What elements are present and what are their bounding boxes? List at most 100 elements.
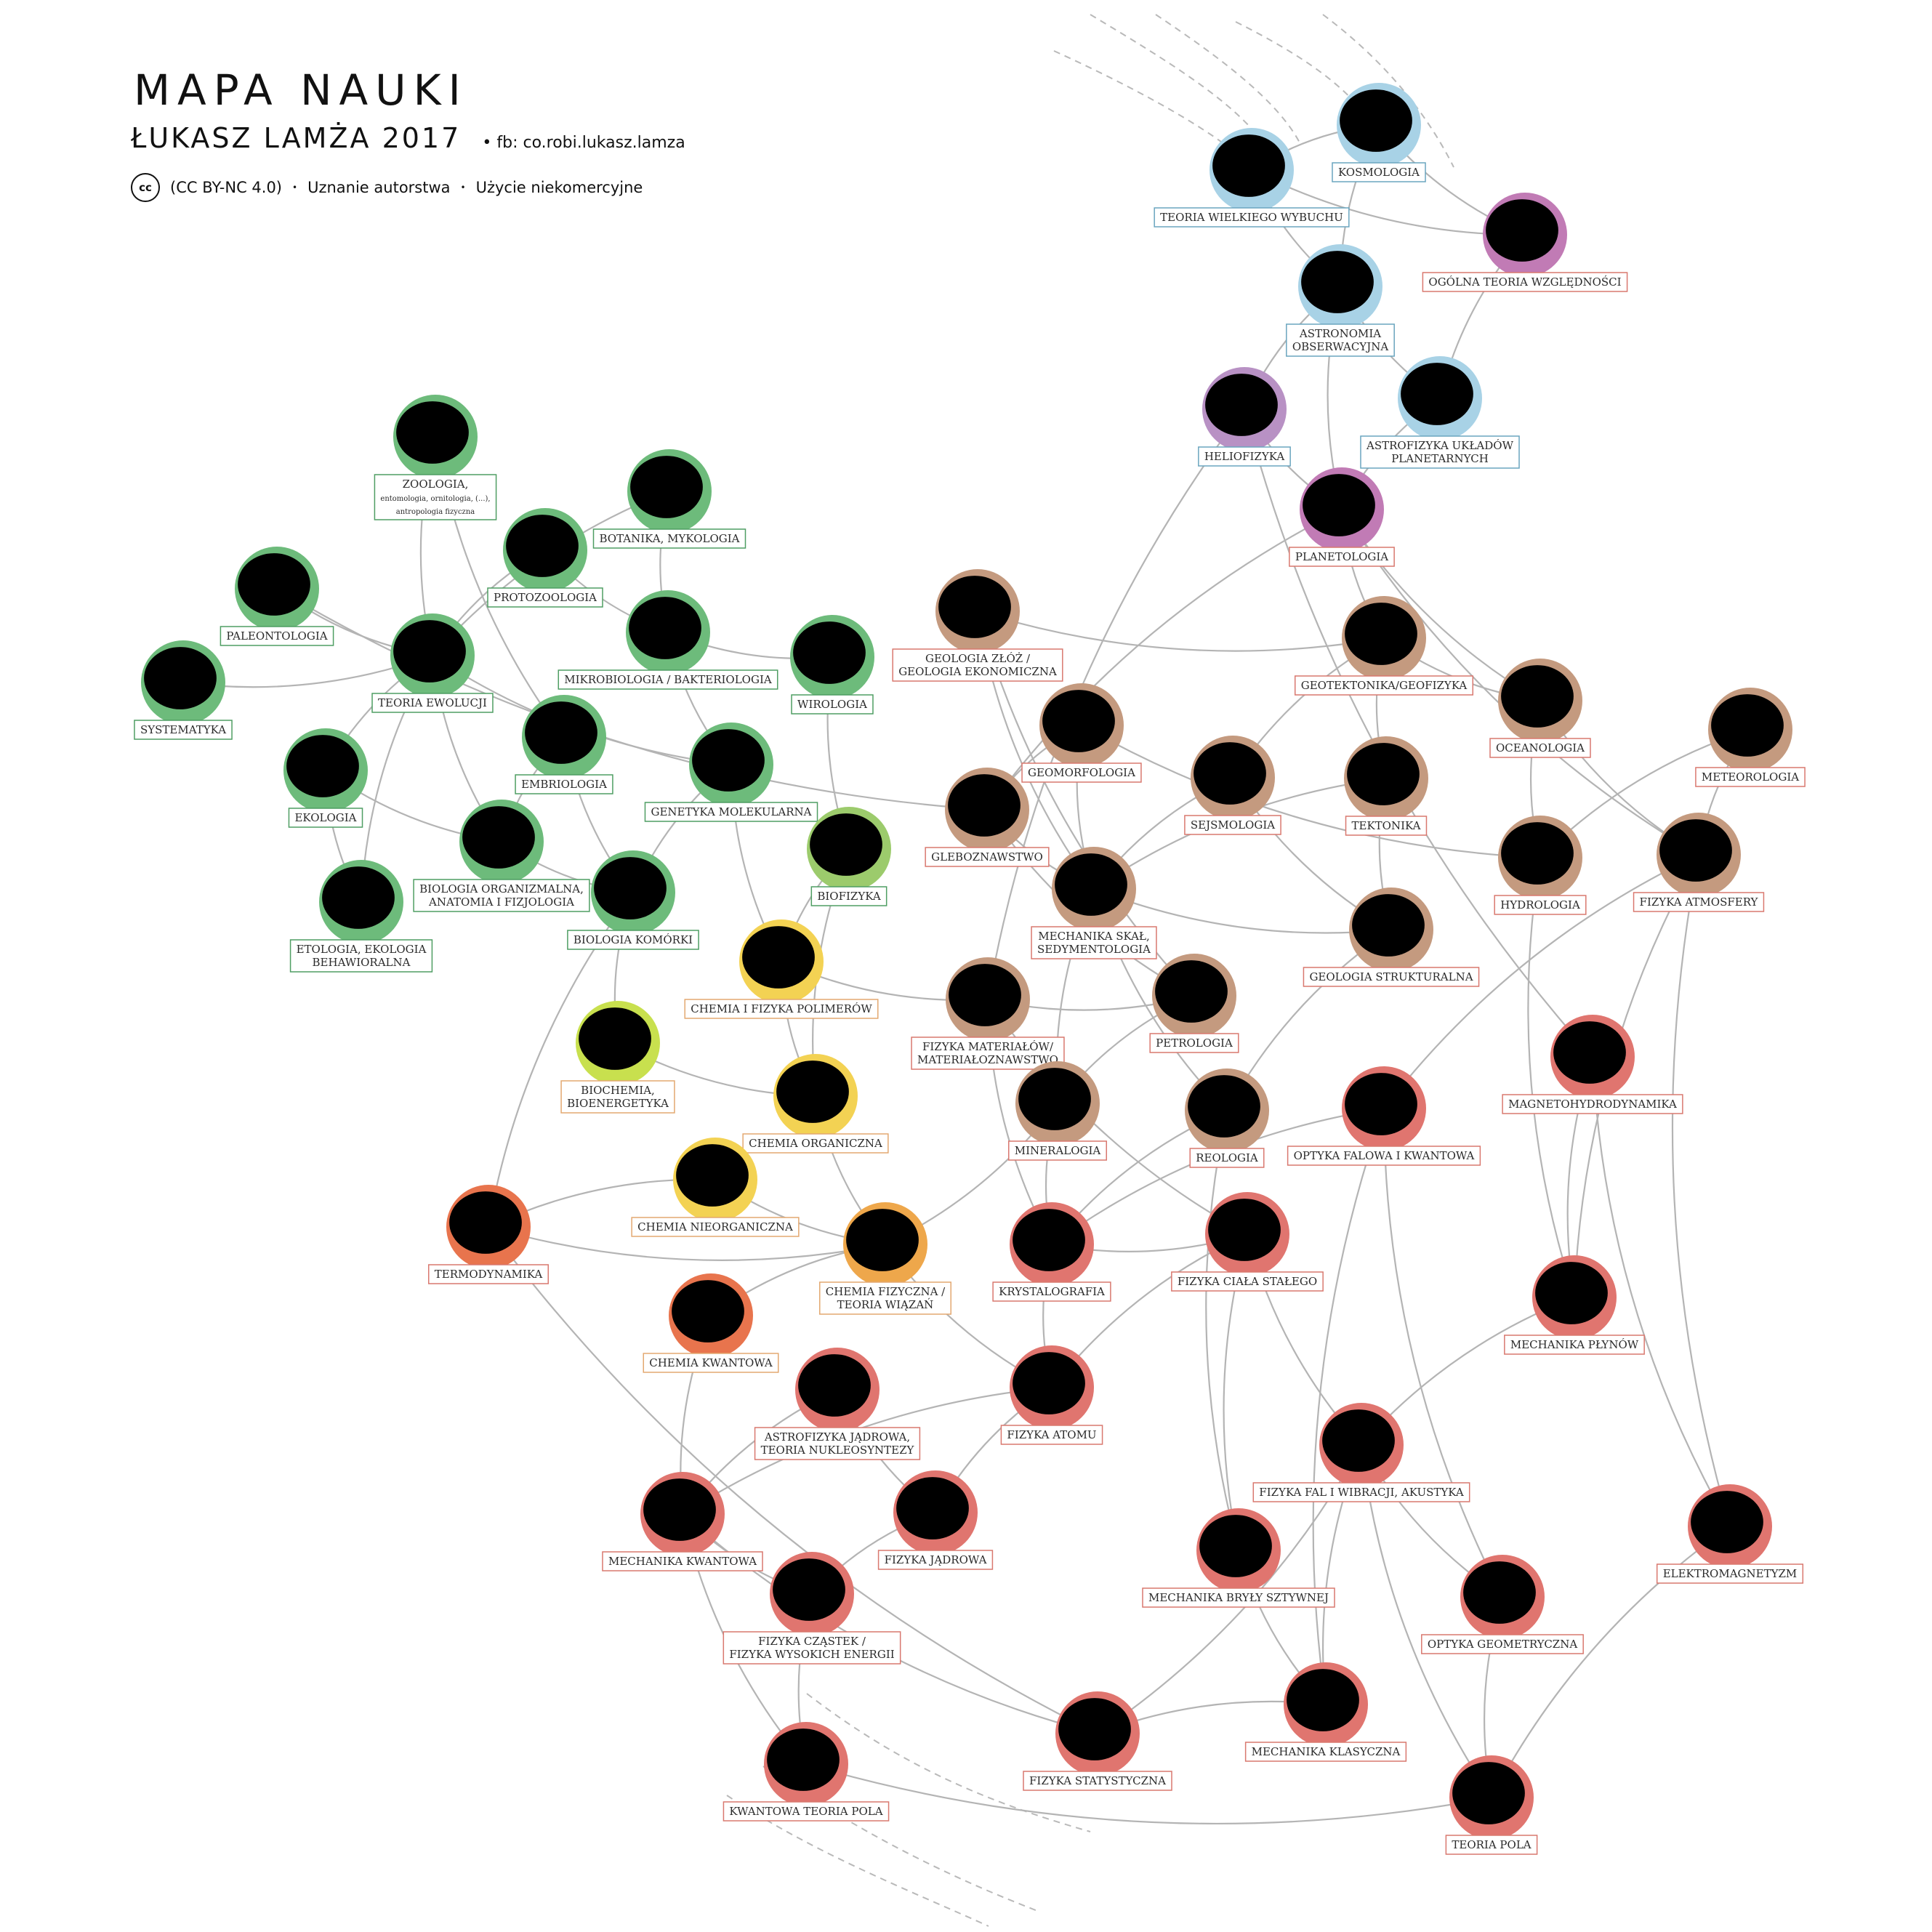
node-optyka-geometryczna[interactable]: OPTYKA GEOMETRYCZNA <box>1421 1555 1584 1654</box>
node-label-box <box>1154 207 1350 228</box>
node-chemia-fizyczna[interactable]: CHEMIA FIZYCZNA /TEORIA WIĄZAŃ <box>819 1202 951 1315</box>
node-biologia-komorki[interactable]: BIOLOGIA KOMÓRKI <box>567 850 699 950</box>
node-gleboznawstwo[interactable]: GLEBOZNAWSTWO <box>925 768 1050 867</box>
node-oceanologia[interactable]: OCEANOLOGIA <box>1489 659 1591 758</box>
node-tektonika[interactable]: TEKTONIKA <box>1344 736 1428 836</box>
node-label-box <box>1502 1094 1683 1114</box>
node-zoologia[interactable]: ZOOLOGIA, entomologia, ornitologia, (...)… <box>374 395 497 520</box>
redacted-illustration-icon <box>506 515 579 577</box>
redacted-illustration-icon <box>810 813 882 876</box>
node-ekologia[interactable]: EKOLOGIA <box>283 728 368 828</box>
node-mechanika-plynow[interactable]: MECHANIKA PŁYNÓW <box>1504 1255 1645 1355</box>
node-label: MECHANIKA KWANTOWA <box>608 1555 757 1568</box>
redacted-illustration-icon <box>948 774 1021 837</box>
node-chemia-polimerow[interactable]: CHEMIA I FIZYKA POLIMERÓW <box>684 919 879 1019</box>
node-astrofizyka-jadrowa[interactable]: ASTROFIZYKA JĄDROWA,TEORIA NUKLEOSYNTEZY <box>754 1348 921 1460</box>
redacted-illustration-icon <box>1340 89 1412 152</box>
node-teoria-wielkiego-wybuchu[interactable]: TEORIA WIELKIEGO WYBUCHU <box>1154 128 1350 228</box>
node-label-box <box>487 587 603 608</box>
redacted-illustration-icon <box>630 456 703 518</box>
node-protozoologia[interactable]: PROTOZOOLOGIA <box>487 508 603 608</box>
node-geomorfologia[interactable]: GEOMORFOLOGIA <box>1021 683 1142 783</box>
node-mechanika-skal[interactable]: MECHANIKA SKAŁ,SEDYMENTOLOGIA <box>1031 847 1157 959</box>
node-petrologia[interactable]: PETROLOGIA <box>1149 954 1239 1053</box>
edge-line <box>1383 854 1699 1109</box>
node-label-box <box>288 808 363 828</box>
node-label: MECHANIKA SKAŁ, <box>1038 930 1149 943</box>
node-label-box <box>134 720 233 740</box>
license-attribution: Uznanie autorstwa <box>307 179 451 196</box>
node-krystalografia[interactable]: KRYSTALOGRAFIA <box>992 1202 1111 1302</box>
redacted-illustration-icon <box>449 1191 522 1254</box>
node-sejsmologia[interactable]: SEJSMOLOGIA <box>1184 736 1281 835</box>
redacted-illustration-icon <box>1345 603 1417 665</box>
node-label: FIZYKA WYSOKICH ENERGII <box>729 1648 894 1661</box>
node-label: GEOTEKTONIKA/GEOFIZYKA <box>1301 679 1468 692</box>
node-label: ASTROFIZYKA UKŁADÓW <box>1366 439 1514 452</box>
node-label-box <box>1695 767 1806 787</box>
node-mineralogia[interactable]: MINERALOGIA <box>1008 1061 1107 1161</box>
node-embriologia[interactable]: EMBRIOLOGIA <box>515 695 613 794</box>
node-chemia-kwantowa[interactable]: CHEMIA KWANTOWA <box>643 1273 779 1373</box>
redacted-illustration-icon <box>1013 1209 1085 1271</box>
node-elektromagnetyzm[interactable]: ELEKTROMAGNETYZM <box>1656 1484 1804 1584</box>
node-label: GLEBOZNAWSTWO <box>931 850 1043 864</box>
node-geologia-strukturalna[interactable]: GEOLOGIA STRUKTURALNA <box>1303 887 1480 987</box>
node-optyka-falowa[interactable]: OPTYKA FALOWA I KWANTOWA <box>1287 1066 1481 1166</box>
node-label-box <box>1345 816 1428 836</box>
node-mechanika-klasyczna[interactable]: MECHANIKA KLASYCZNA <box>1244 1662 1407 1762</box>
redacted-illustration-icon <box>1018 1068 1091 1130</box>
facebook-link[interactable]: • fb: co.robi.lukasz.lamza <box>482 134 685 152</box>
redacted-illustration-icon <box>629 597 701 659</box>
redacted-illustration-icon <box>1711 694 1784 757</box>
node-label: CHEMIA NIEORGANICZNA <box>637 1220 793 1233</box>
node-chemia-nieorganiczna[interactable]: CHEMIA NIEORGANICZNA <box>631 1138 800 1237</box>
node-magnetohydrodynamika[interactable]: MAGNETOHYDRODYNAMIKA <box>1502 1015 1683 1114</box>
edge-line <box>977 610 1385 652</box>
node-hydrologia[interactable]: HYDROLOGIA <box>1494 816 1587 915</box>
node-paleontologia[interactable]: PALEONTOLOGIA <box>220 547 334 646</box>
node-label: GENETYKA MOLEKULARNA <box>651 805 811 818</box>
node-heliofizyka[interactable]: HELIOFIZYKA <box>1198 367 1291 467</box>
node-wirologia[interactable]: WIROLOGIA <box>790 615 874 715</box>
node-ogolna-teoria-wzglednosci[interactable]: OGÓLNA TEORIA WZGLĘDNOŚCI <box>1422 193 1628 292</box>
node-geotektonika[interactable]: GEOTEKTONIKA/GEOFIZYKA <box>1294 596 1474 696</box>
node-fizyka-czastek[interactable]: FIZYKA CZĄSTEK /FIZYKA WYSOKICH ENERGII <box>723 1552 901 1665</box>
node-geologia-zloz[interactable]: GEOLOGIA ZŁÓŻ /GEOLOGIA EKONOMICZNA <box>892 569 1063 682</box>
node-fizyka-atmosfery[interactable]: FIZYKA ATMOSFERY <box>1633 813 1765 912</box>
node-meteorologia[interactable]: METEOROLOGIA <box>1695 688 1806 787</box>
node-mechanika-bryly[interactable]: MECHANIKA BRYŁY SZTYWNEJ <box>1142 1508 1335 1608</box>
node-chemia-organiczna[interactable]: CHEMIA ORGANICZNA <box>742 1054 889 1154</box>
node-label: BIOENERGETYKA <box>567 1097 669 1110</box>
node-label: OCEANOLOGIA <box>1496 741 1585 754</box>
node-kwantowa-teoria-pola[interactable]: KWANTOWA TEORIA POLA <box>723 1722 890 1822</box>
node-systematyka[interactable]: SYSTEMATYKA <box>134 640 233 740</box>
node-genetyka[interactable]: GENETYKA MOLEKULARNA <box>644 723 818 822</box>
node-biochemia[interactable]: BIOCHEMIA,BIOENERGETYKA <box>560 1001 675 1114</box>
node-fizyka-jadrowa[interactable]: FIZYKA JĄDROWA <box>877 1470 994 1570</box>
node-reologia[interactable]: REOLOGIA <box>1185 1068 1269 1168</box>
node-planetologia[interactable]: PLANETOLOGIA <box>1289 467 1395 567</box>
node-mechanika-kwantowa[interactable]: MECHANIKA KWANTOWA <box>602 1472 763 1571</box>
node-label-box <box>742 1133 889 1154</box>
node-label: ASTRONOMIA <box>1299 327 1381 340</box>
node-label-box <box>1287 1146 1481 1166</box>
node-fizyka-fal[interactable]: FIZYKA FAL I WIBRACJI, AKUSTYKA <box>1252 1403 1470 1502</box>
node-teoria-pola[interactable]: TEORIA POLA <box>1445 1755 1538 1855</box>
node-teoria-ewolucji[interactable]: TEORIA EWOLUCJI <box>371 613 494 713</box>
node-kosmologia[interactable]: KOSMOLOGIA <box>1332 83 1426 182</box>
node-fizyka-materialow[interactable]: FIZYKA MATERIAŁÓW/MATERIAŁOZNAWSTWO <box>911 957 1065 1070</box>
node-biofizyka[interactable]: BIOFIZYKA <box>807 807 891 906</box>
node-fizyka-statystyczna[interactable]: FIZYKA STATYSTYCZNA <box>1023 1691 1172 1791</box>
node-termodynamika[interactable]: TERMODYNAMIKA <box>427 1185 550 1284</box>
node-biologia-organizmalna[interactable]: BIOLOGIA ORGANIZMALNA,ANATOMIA I FIZJOLO… <box>413 800 590 912</box>
node-fizyka-ciala-stalego[interactable]: FIZYKA CIAŁA STAŁEGO <box>1171 1192 1324 1292</box>
node-fizyka-atomu[interactable]: FIZYKA ATOMU <box>1000 1345 1103 1445</box>
redacted-illustration-icon <box>742 926 815 989</box>
node-mikrobiologia[interactable]: MIKROBIOLOGIA / BAKTERIOLOGIA <box>558 590 778 690</box>
node-label: OBSERWACYJNA <box>1292 340 1389 353</box>
node-botanika[interactable]: BOTANIKA, MYKOLOGIA <box>592 449 746 549</box>
